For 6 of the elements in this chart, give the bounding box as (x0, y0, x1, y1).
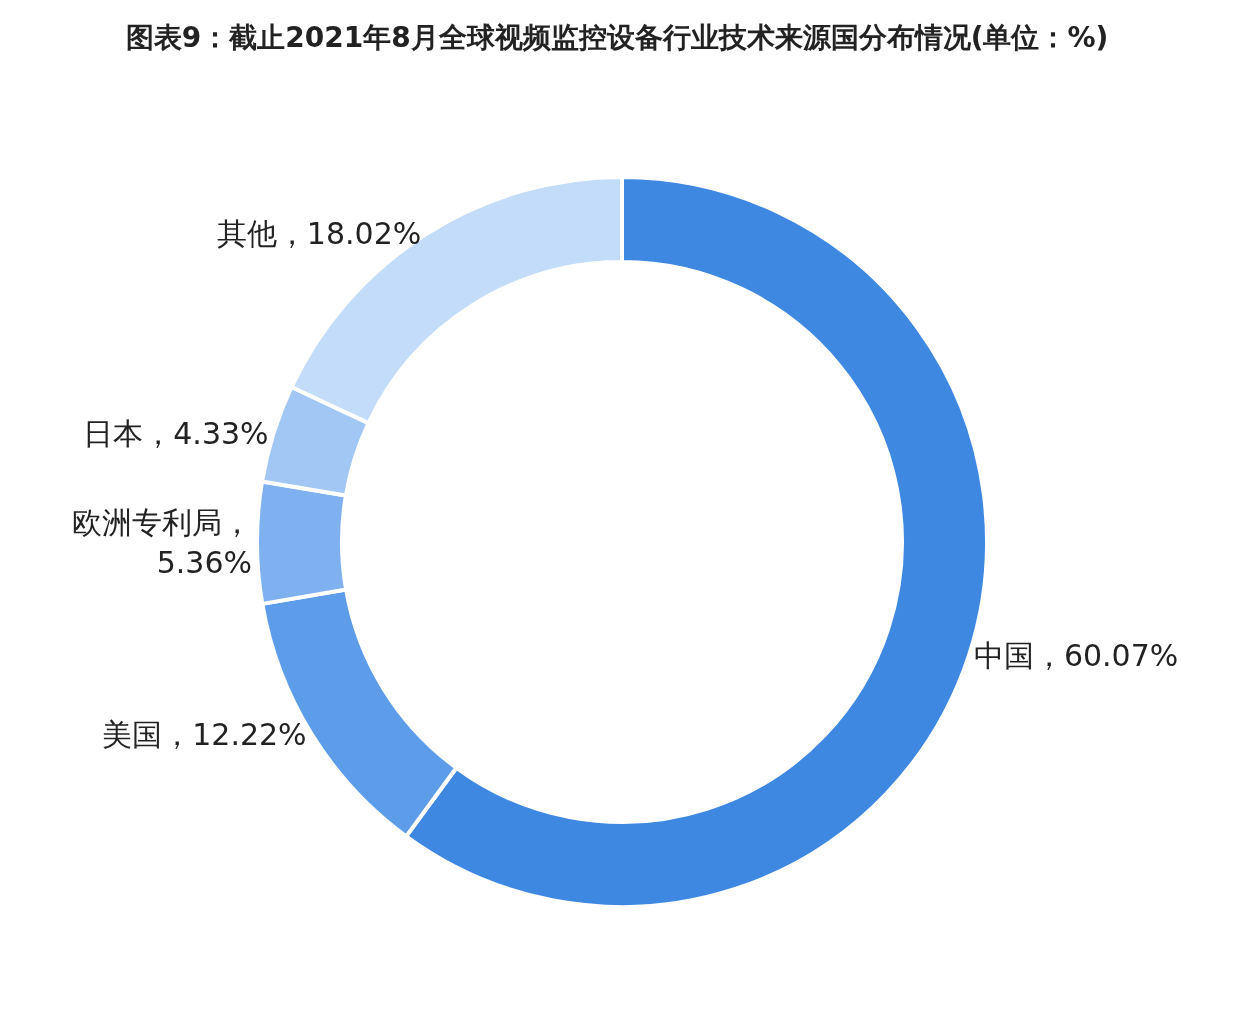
slice-label: 美国，12.22% (102, 716, 307, 752)
slice-label: 其他，18.02% (216, 216, 422, 252)
slice-label: 欧洲专利局，5.36% (72, 505, 252, 581)
slice-label: 日本，4.33% (83, 415, 269, 451)
slice-label: 中国，60.07% (973, 638, 1179, 674)
chart-title: 图表9：截止2021年8月全球视频监控设备行业技术来源国分布情况(单位：%) (125, 20, 1109, 54)
